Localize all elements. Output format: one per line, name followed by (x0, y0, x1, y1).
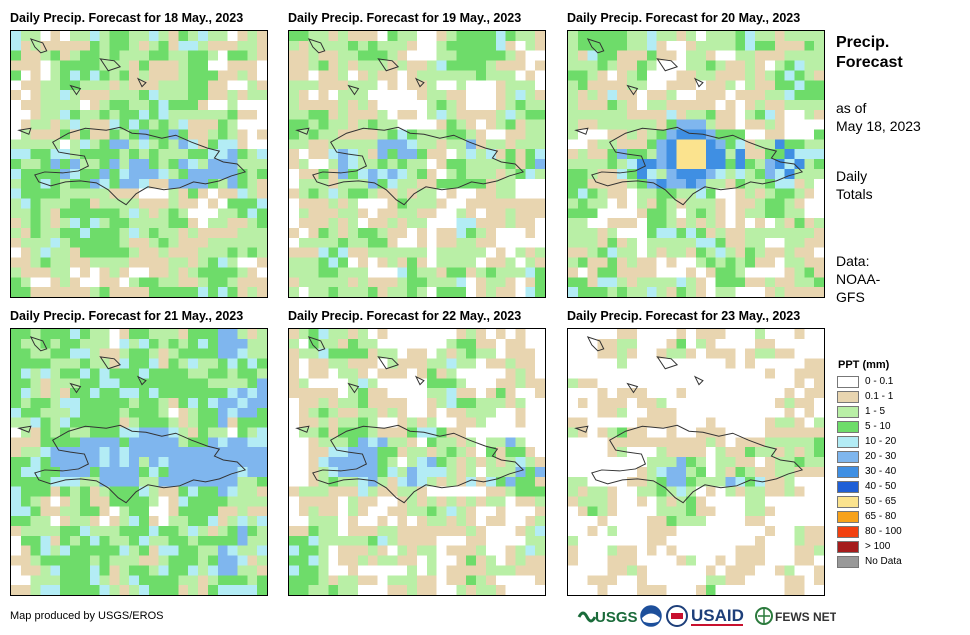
precip-grid (568, 329, 824, 595)
forecast-map-21-may (10, 328, 268, 596)
legend-swatch (837, 526, 859, 538)
legend-item: 80 - 100 (837, 526, 957, 540)
legend-swatch (837, 451, 859, 463)
legend-swatch (837, 511, 859, 523)
legend-item: 20 - 30 (837, 451, 957, 465)
legend-swatch (837, 421, 859, 433)
island-fragments (574, 38, 704, 135)
hispaniola-coastline (34, 126, 247, 206)
legend-item: 50 - 65 (837, 496, 957, 510)
hispaniola-coastline (591, 424, 804, 504)
legend-swatch (837, 496, 859, 508)
coastline-overlay (295, 336, 525, 504)
forecast-map-19-may (288, 30, 546, 298)
hispaniola-coastline (312, 126, 525, 206)
panel-title-3: Daily Precip. Forecast for 20 May., 2023 (567, 11, 801, 25)
legend-swatch (837, 436, 859, 448)
hispaniola-coastline (34, 424, 247, 504)
usaid-logo: USAID (691, 603, 753, 629)
usgs-logo: USGS (577, 603, 638, 629)
svg-text:USAID: USAID (691, 606, 744, 625)
legend-item: 1 - 5 (837, 406, 957, 420)
coastline-overlay (17, 38, 247, 206)
side-title: Precip. Forecast (836, 34, 903, 71)
legend-item: 40 - 50 (837, 481, 957, 495)
svg-text:FEWS NET: FEWS NET (775, 610, 836, 624)
legend-item: > 100 (837, 541, 957, 555)
legend-label: 0.1 - 1 (865, 391, 894, 402)
legend-label: 65 - 80 (865, 511, 897, 522)
island-fragments (295, 38, 425, 135)
data-source: Data: NOAA- GFS (836, 253, 881, 305)
island-fragments (574, 336, 704, 433)
legend-label: 5 - 10 (865, 421, 891, 432)
forecast-map-22-may (288, 328, 546, 596)
legend-label: > 100 (865, 541, 891, 552)
panel-title-1: Daily Precip. Forecast for 18 May., 2023 (10, 11, 244, 25)
legend-swatch (837, 541, 859, 553)
legend-swatch (837, 466, 859, 478)
daily-totals-label: Daily Totals (836, 168, 873, 202)
precip-grid (289, 329, 545, 595)
legend-item: 0.1 - 1 (837, 391, 957, 405)
legend-label: No Data (865, 556, 902, 567)
hispaniola-coastline (591, 126, 804, 206)
panel-title-2: Daily Precip. Forecast for 19 May., 2023 (288, 11, 522, 25)
legend-swatch (837, 556, 859, 568)
forecast-map-23-may (567, 328, 825, 596)
legend-swatch (837, 391, 859, 403)
coastline-overlay (17, 336, 247, 504)
agency-logos: USGS USAID FEWS NET (577, 603, 838, 629)
as-of-date: as of May 18, 2023 (836, 100, 921, 134)
legend-item: 0 - 0.1 (837, 376, 957, 390)
map-credit: Map produced by USGS/EROS (10, 610, 164, 622)
precip-grid (568, 31, 824, 297)
panel-title-4: Daily Precip. Forecast for 21 May., 2023 (10, 309, 244, 323)
coastline-overlay (295, 38, 525, 206)
legend-item: 5 - 10 (837, 421, 957, 435)
island-fragments (17, 336, 147, 433)
panel-title-5: Daily Precip. Forecast for 22 May., 2023 (288, 309, 522, 323)
legend-swatch (837, 406, 859, 418)
fews-net-logo: FEWS NET (754, 603, 838, 629)
legend-label: 50 - 65 (865, 496, 897, 507)
noaa-logo (639, 603, 663, 629)
legend-label: 10 - 20 (865, 436, 897, 447)
legend-item: No Data (837, 556, 957, 570)
legend-item: 10 - 20 (837, 436, 957, 450)
hispaniola-coastline (312, 424, 525, 504)
island-fragments (295, 336, 425, 433)
precip-grid (11, 329, 267, 595)
legend-label: 30 - 40 (865, 466, 897, 477)
legend-label: 40 - 50 (865, 481, 897, 492)
legend-item: 30 - 40 (837, 466, 957, 480)
island-fragments (17, 38, 147, 135)
legend-label: 20 - 30 (865, 451, 897, 462)
coastline-overlay (574, 38, 804, 206)
forecast-map-20-may (567, 30, 825, 298)
legend-swatch (837, 376, 859, 388)
legend-label: 0 - 0.1 (865, 376, 894, 387)
panel-title-6: Daily Precip. Forecast for 23 May., 2023 (567, 309, 801, 323)
coastline-overlay (574, 336, 804, 504)
precip-grid (11, 31, 267, 297)
svg-text:USGS: USGS (595, 609, 637, 626)
legend-label: 80 - 100 (865, 526, 902, 537)
forecast-map-18-may (10, 30, 268, 298)
usaid-seal-icon (665, 603, 689, 629)
legend-swatch (837, 481, 859, 493)
legend-label: 1 - 5 (865, 406, 886, 417)
precip-grid (289, 31, 545, 297)
legend-item: 65 - 80 (837, 511, 957, 525)
legend-title: PPT (mm) (838, 359, 890, 371)
